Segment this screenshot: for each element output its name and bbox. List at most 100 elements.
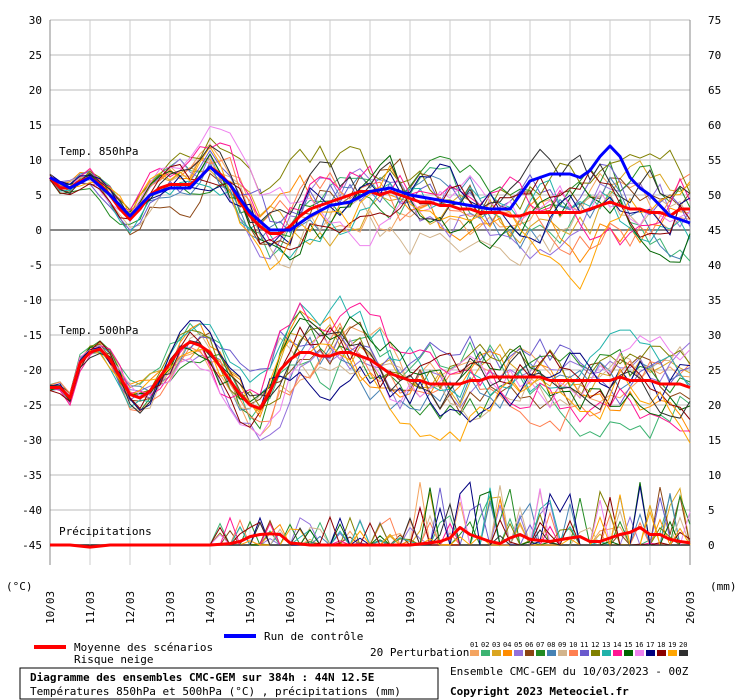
left-tick-label: -40 (22, 504, 42, 517)
perturbation-t850-line (49, 156, 691, 256)
legend-perturbations-label: 20 Perturbations (370, 646, 476, 659)
perturbation-swatch (668, 650, 677, 656)
x-tick-label: 12/03 (124, 591, 137, 624)
perturbation-code: 15 (624, 641, 632, 649)
perturbation-t500-line (49, 323, 691, 412)
left-tick-label: -15 (22, 329, 42, 342)
x-tick-label: 14/03 (204, 591, 217, 624)
perturbation-code: 05 (514, 641, 522, 649)
perturbation-swatch (514, 650, 523, 656)
perturbation-code: 13 (602, 641, 610, 649)
right-tick-label: 70 (708, 49, 721, 62)
label-precip: Précipitations (59, 525, 152, 538)
right-tick-label: 25 (708, 364, 721, 377)
footer-title: Diagramme des ensembles CMC-GEM sur 384h… (30, 671, 374, 684)
perturbation-code: 04 (503, 641, 511, 649)
x-tick-label: 23/03 (564, 591, 577, 624)
x-tick-label: 16/03 (284, 591, 297, 624)
x-tick-label: 11/03 (84, 591, 97, 624)
left-tick-label: 10 (29, 154, 42, 167)
perturbation-swatch (602, 650, 611, 656)
x-tick-label: 15/03 (244, 591, 257, 624)
run-info: Ensemble CMC-GEM du 10/03/2023 - 00Z (450, 665, 689, 678)
perturbation-code: 12 (591, 641, 599, 649)
x-tick-label: 24/03 (604, 591, 617, 624)
perturbation-code: 17 (646, 641, 654, 649)
left-tick-label: -10 (22, 294, 42, 307)
perturbation-code: 08 (547, 641, 555, 649)
x-tick-label: 25/03 (644, 591, 657, 624)
perturbation-code: 16 (635, 641, 643, 649)
perturbation-t500-line (49, 310, 691, 434)
perturbation-code: 01 (470, 641, 478, 649)
left-tick-label: -30 (22, 434, 42, 447)
perturbation-swatch (503, 650, 512, 656)
right-tick-label: 35 (708, 294, 721, 307)
perturbation-code: 09 (558, 641, 566, 649)
perturbation-code: 02 (481, 641, 489, 649)
perturbation-t850-line (49, 145, 691, 290)
perturbation-code: 06 (525, 641, 533, 649)
right-tick-label: 20 (708, 399, 721, 412)
perturbation-code: 03 (492, 641, 500, 649)
right-tick-label: 15 (708, 434, 721, 447)
x-tick-label: 10/03 (44, 591, 57, 624)
perturbation-t500-line (49, 302, 691, 432)
perturbation-swatch (624, 650, 633, 656)
x-tick-label: 26/03 (684, 591, 697, 624)
perturbation-t850-line (49, 153, 691, 260)
right-tick-label: 30 (708, 329, 721, 342)
perturbation-swatch (547, 650, 556, 656)
legend-control-label: Run de contrôle (264, 630, 363, 643)
left-tick-label: -45 (22, 539, 42, 552)
perturbation-code: 07 (536, 641, 544, 649)
left-tick-label: 30 (29, 14, 42, 27)
perturbation-swatch (635, 650, 644, 656)
label-t500: Temp. 500hPa (59, 324, 138, 337)
label-t850: Temp. 850hPa (59, 145, 138, 158)
x-tick-label: 20/03 (444, 591, 457, 624)
right-tick-label: 65 (708, 84, 721, 97)
footer-box (19, 667, 439, 700)
perturbation-swatch (536, 650, 545, 656)
right-tick-label: 40 (708, 259, 721, 272)
perturbation-swatch (569, 650, 578, 656)
right-tick-label: 50 (708, 189, 721, 202)
right-unit: (mm) (710, 580, 737, 593)
series-lines (48, 144, 691, 549)
perturbation-code: 19 (668, 641, 676, 649)
legend-mean-label: Moyenne des scénarios (74, 641, 213, 654)
mean-t500-line (50, 340, 691, 410)
left-unit: (°C) (6, 580, 33, 593)
left-tick-label: 5 (35, 189, 42, 202)
perturbation-code: 20 (679, 641, 687, 649)
perturbation-swatch (470, 650, 479, 656)
right-tick-label: 75 (708, 14, 721, 27)
perturbation-t850-line (49, 152, 691, 263)
x-tick-label: 22/03 (524, 591, 537, 624)
left-tick-label: -20 (22, 364, 42, 377)
perturbation-lines (49, 125, 691, 547)
right-tick-label: 0 (708, 539, 715, 552)
left-tick-label: 25 (29, 49, 42, 62)
right-tick-label: 60 (708, 119, 721, 132)
perturbation-t850-line (49, 142, 691, 246)
axis-ticks: 302520151050-5-10-15-20-25-30-35-40-4575… (22, 14, 721, 624)
perturbation-code: 14 (613, 641, 621, 649)
x-tick-label: 19/03 (404, 591, 417, 624)
right-tick-label: 5 (708, 504, 715, 517)
right-tick-label: 10 (708, 469, 721, 482)
x-tick-label: 13/03 (164, 591, 177, 624)
perturbation-code: 10 (569, 641, 577, 649)
perturbation-swatch (525, 650, 534, 656)
perturbation-t500-line (49, 338, 691, 444)
perturbation-swatch (613, 650, 622, 656)
mean-precip-line (50, 526, 691, 549)
x-tick-label: 21/03 (484, 591, 497, 624)
copyright: Copyright 2023 Meteociel.fr (450, 685, 629, 698)
x-tick-label: 17/03 (324, 591, 337, 624)
perturbation-swatch (657, 650, 666, 656)
left-tick-label: 20 (29, 84, 42, 97)
right-tick-label: 45 (708, 224, 721, 237)
